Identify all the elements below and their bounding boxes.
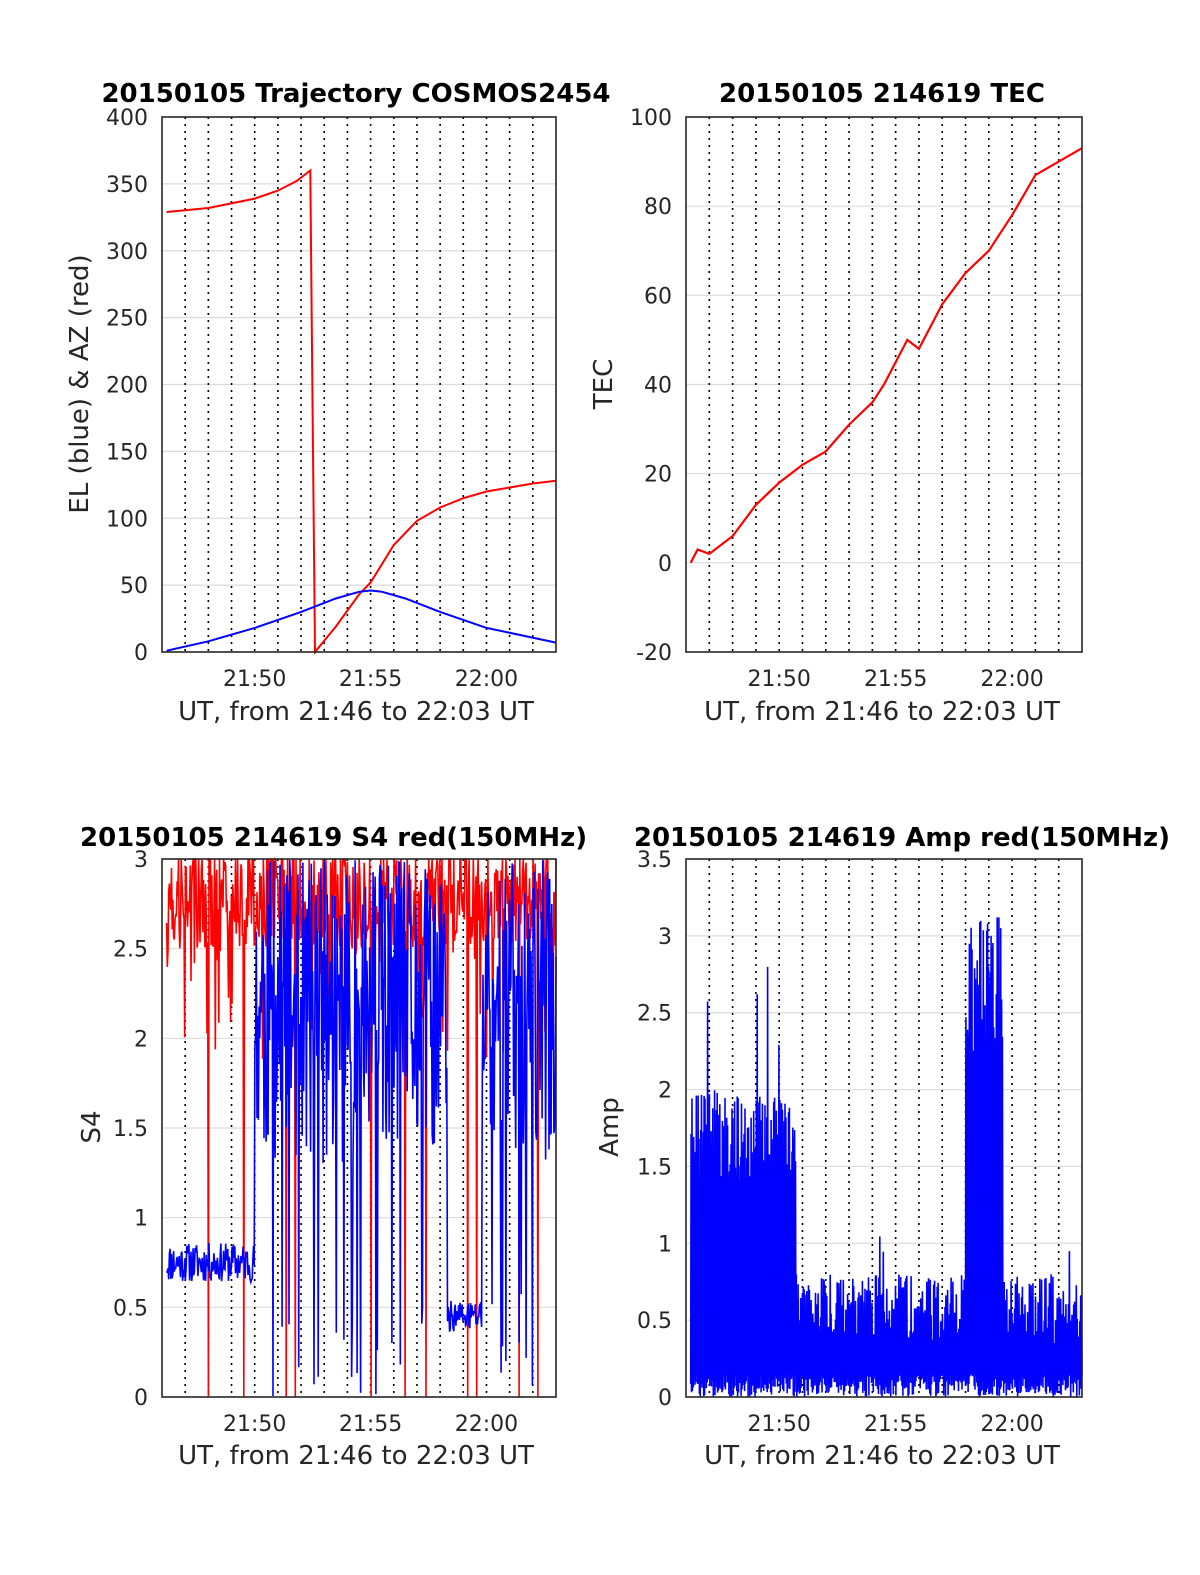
amp-y-tick-label: 2.5 — [637, 1002, 672, 1027]
s4-y-label: S4 — [77, 1110, 107, 1143]
amp-x-tick-label: 22:00 — [980, 1412, 1043, 1437]
trajectory-x-tick-label: 21:55 — [339, 667, 402, 692]
trajectory-x-label: UT, from 21:46 to 22:03 UT — [178, 697, 534, 727]
trajectory-title: 20150105 Trajectory COSMOS2454 — [101, 79, 610, 109]
tec-x-tick-label: 21:50 — [747, 667, 810, 692]
tec-y-tick-label: 100 — [630, 106, 672, 131]
amp-title: 20150105 214619 Amp red(150MHz) — [634, 823, 1170, 853]
s4-title: 20150105 214619 S4 red(150MHz) — [80, 823, 587, 853]
amp-axes-frame — [685, 858, 1083, 1398]
amp-plot-area — [686, 859, 1083, 1398]
tec-y-tick-label: 40 — [644, 374, 672, 399]
s4-x-tick-label: 22:00 — [455, 1412, 518, 1437]
trajectory-y-tick-label: 50 — [120, 574, 148, 599]
trajectory-y-label: EL (blue) & AZ (red) — [65, 254, 95, 513]
trajectory-y-tick-label: 400 — [106, 106, 148, 131]
amp-y-tick-label: 0 — [658, 1386, 672, 1411]
s4-x-label: UT, from 21:46 to 22:03 UT — [178, 1441, 534, 1471]
s4-panel: S4 UT, from 21:46 to 22:03 UT 00.511.522… — [77, 848, 557, 1471]
trajectory-series-1 — [166, 168, 557, 655]
s4-y-tick-label: 0 — [134, 1386, 148, 1411]
trajectory-y-tick-label: 100 — [106, 507, 148, 532]
tec-title: 20150105 214619 TEC — [719, 79, 1045, 109]
trajectory-y-tick-label: 350 — [106, 173, 148, 198]
tec-plot-area — [686, 117, 1083, 652]
trajectory-plot-area — [162, 117, 557, 655]
s4-series-1 — [165, 857, 557, 1398]
amp-y-tick-label: 1.5 — [637, 1155, 672, 1180]
tec-series-1 — [689, 147, 1083, 564]
amp-y-tick-label: 3 — [658, 925, 672, 950]
amp-x-tick-label: 21:55 — [864, 1412, 927, 1437]
tec-x-tick-label: 21:55 — [864, 667, 927, 692]
amp-x-tick-label: 21:50 — [747, 1412, 810, 1437]
s4-y-tick-label: 2.5 — [113, 938, 148, 963]
trajectory-y-tick-label: 0 — [134, 641, 148, 666]
trajectory-x-tick-label: 21:50 — [223, 667, 286, 692]
tec-y-tick-label: -20 — [636, 641, 672, 666]
s4-axes-frame — [161, 858, 557, 1398]
tec-y-tick-label: 80 — [644, 195, 672, 220]
trajectory-axes-frame — [161, 116, 557, 653]
tec-axes-frame — [685, 116, 1083, 653]
s4-x-tick-label: 21:55 — [339, 1412, 402, 1437]
s4-x-tick-label: 21:50 — [223, 1412, 286, 1437]
s4-series-2 — [165, 859, 557, 1397]
tec-y-tick-label: 20 — [644, 463, 672, 488]
s4-y-tick-label: 1 — [134, 1207, 148, 1232]
trajectory-y-tick-label: 300 — [106, 240, 148, 265]
s4-y-tick-label: 2 — [134, 1027, 148, 1052]
s4-y-tick-label: 3 — [134, 848, 148, 873]
trajectory-series-2 — [166, 589, 557, 652]
amp-y-tick-label: 3.5 — [637, 848, 672, 873]
trajectory-x-tick-label: 22:00 — [455, 667, 518, 692]
amp-y-tick-label: 2 — [658, 1079, 672, 1104]
tec-x-label: UT, from 21:46 to 22:03 UT — [704, 697, 1060, 727]
amp-series-1 — [689, 917, 1083, 1398]
tec-panel: 20150105 214619 TEC TEC UT, from 21:46 t… — [589, 79, 1083, 727]
amp-panel: Amp UT, from 21:46 to 22:03 UT 0 0.5 1 1.5 2… — [595, 848, 1083, 1471]
s4-y-tick-label: 1.5 — [113, 1117, 148, 1142]
tec-x-tick-label: 22:00 — [980, 667, 1043, 692]
amp-y-tick-label: 1 — [658, 1232, 672, 1257]
amp-x-label: UT, from 21:46 to 22:03 UT — [704, 1441, 1060, 1471]
amp-y-tick-label: 0.5 — [637, 1309, 672, 1334]
s4-plot-area — [162, 857, 557, 1398]
trajectory-y-tick-label: 250 — [106, 307, 148, 332]
trajectory-y-tick-label: 200 — [106, 374, 148, 399]
tec-y-label: TEC — [589, 359, 619, 410]
s4-y-tick-label: 0.5 — [113, 1296, 148, 1321]
trajectory-panel: 20150105 Trajectory COSMOS2454 EL (blue)… — [65, 79, 611, 727]
tec-y-tick-label: 0 — [658, 552, 672, 577]
tec-y-tick-label: 60 — [644, 284, 672, 309]
amp-y-label: Amp — [595, 1097, 625, 1157]
trajectory-y-tick-label: 150 — [106, 440, 148, 465]
